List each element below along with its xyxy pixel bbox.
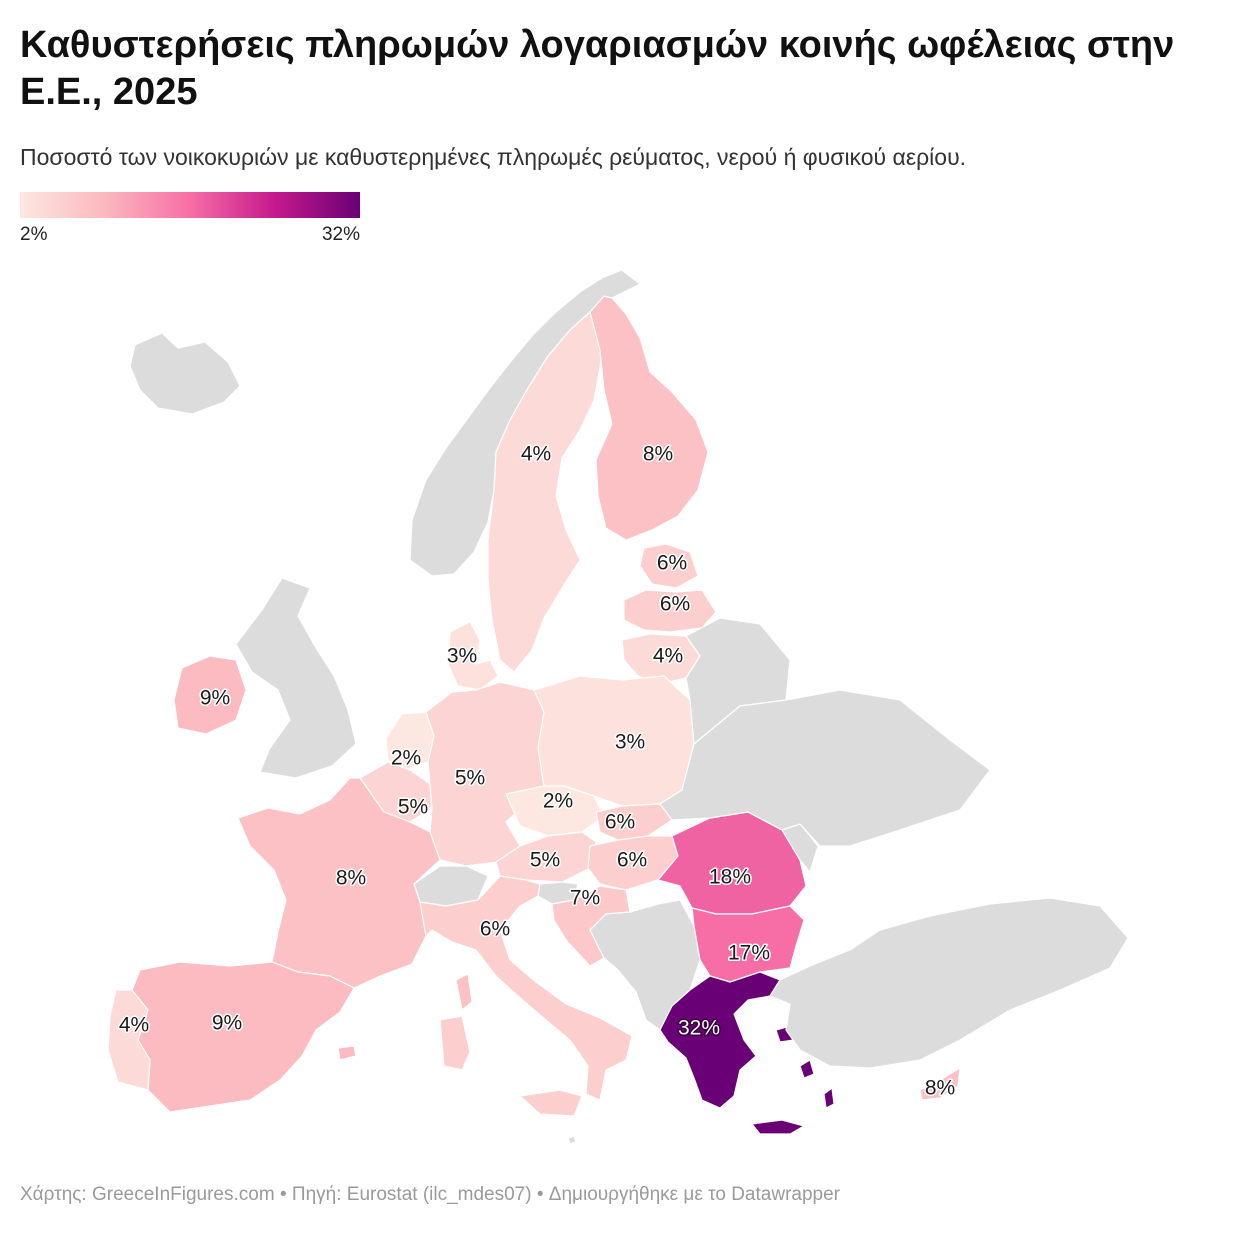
label-ireland: 9%	[200, 687, 230, 710]
label-denmark: 3%	[447, 645, 477, 668]
region-slovakia	[595, 803, 673, 841]
chart-subtitle: Ποσοστό των νοικοκυριών με καθυστερημένε…	[20, 144, 967, 170]
region-united-kingdom	[235, 577, 357, 779]
legend-gradient-bar	[20, 192, 360, 218]
region-ukraine	[659, 689, 991, 847]
label-portugal: 4%	[119, 1014, 149, 1037]
label-germany: 5%	[455, 767, 485, 790]
label-poland: 3%	[615, 731, 645, 754]
region-estonia	[639, 543, 699, 589]
legend-min-label: 2%	[20, 224, 48, 245]
region-cyprus	[919, 1067, 961, 1101]
region-sweden	[487, 311, 605, 673]
label-france: 8%	[336, 867, 366, 890]
label-latvia: 6%	[660, 593, 690, 616]
map-regions	[107, 269, 1129, 1145]
region-denmark	[447, 621, 499, 691]
region-spain	[131, 961, 357, 1113]
label-hungary: 6%	[617, 849, 647, 872]
label-bulgaria: 17%	[728, 942, 770, 965]
europe-choropleth-map: 4% 8% 6% 6% 4% 3% 9% 2% 5% 5% 3% 2% 6% 5…	[107, 269, 1129, 1145]
legend-max-label: 32%	[321, 224, 360, 245]
region-portugal	[107, 989, 151, 1091]
label-netherlands: 2%	[391, 747, 421, 770]
label-italy: 6%	[480, 918, 510, 941]
label-slovakia: 6%	[605, 811, 635, 834]
label-czechia: 2%	[543, 790, 573, 813]
label-spain: 9%	[212, 1012, 242, 1035]
region-bulgaria	[691, 905, 805, 983]
label-lithuania: 4%	[653, 645, 683, 668]
color-legend: 2% 32%	[20, 192, 360, 248]
chart-title: Καθυστερήσεις πληρωμών λογαριασμών κοινή…	[20, 24, 1175, 113]
region-norway	[409, 269, 641, 577]
label-estonia: 6%	[657, 552, 687, 575]
region-turkey	[769, 897, 1129, 1069]
region-malta	[567, 1135, 577, 1145]
label-austria: 5%	[530, 849, 560, 872]
map-value-labels: 4% 8% 6% 6% 4% 3% 9% 2% 5% 5% 3% 2% 6% 5…	[117, 441, 956, 1101]
label-croatia: 7%	[570, 887, 600, 910]
region-finland	[589, 295, 709, 541]
region-latvia	[623, 589, 717, 633]
source-footer: Χάρτης: GreeceInFigures.com • Πηγή: Euro…	[20, 1184, 840, 1205]
label-sweden: 4%	[521, 443, 551, 466]
region-iceland	[129, 332, 241, 415]
label-greece: 32%	[678, 1017, 720, 1040]
label-finland: 8%	[643, 443, 673, 466]
label-cyprus: 8%	[925, 1077, 955, 1100]
region-germany	[425, 681, 545, 867]
label-romania: 18%	[709, 866, 751, 889]
region-ireland	[173, 655, 247, 735]
label-belgium: 5%	[398, 796, 428, 819]
region-italy	[419, 875, 633, 1117]
